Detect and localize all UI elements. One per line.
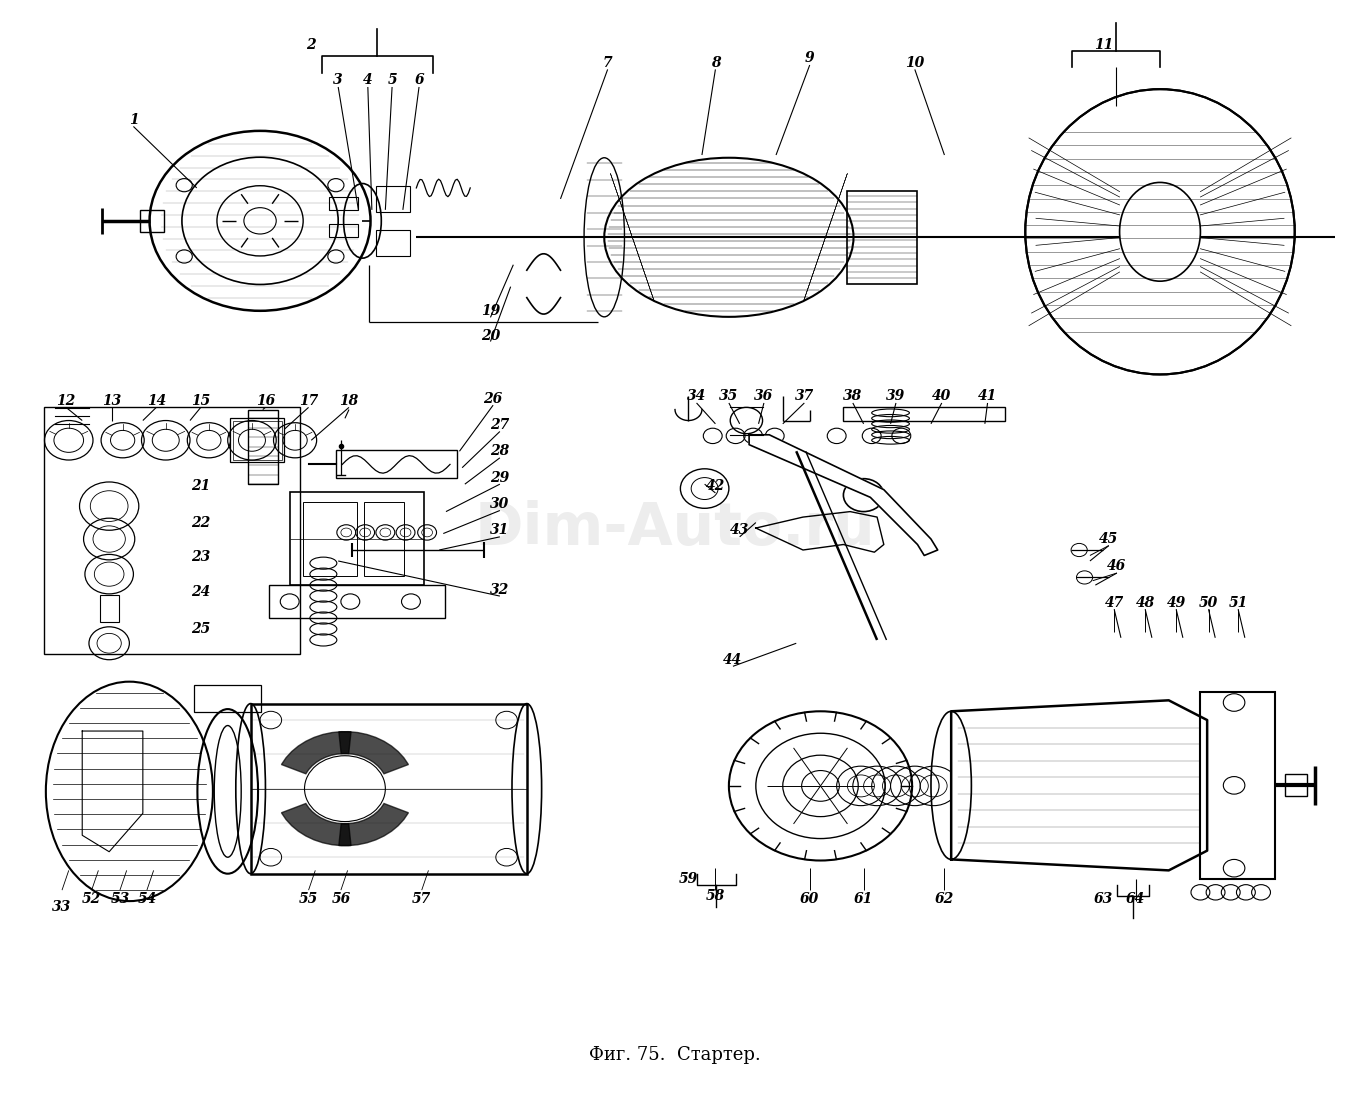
Text: 25: 25 (192, 621, 211, 636)
Bar (336, 450, 456, 477)
Bar (251, 704, 526, 873)
Text: 47: 47 (1104, 596, 1123, 609)
Polygon shape (749, 434, 938, 556)
Text: 64: 64 (1126, 892, 1145, 906)
Bar (363, 502, 404, 576)
Bar (270, 585, 444, 618)
Text: 60: 60 (801, 892, 819, 906)
Text: 45: 45 (1099, 532, 1118, 546)
Text: 33: 33 (53, 900, 72, 914)
Text: 21: 21 (192, 480, 211, 494)
Polygon shape (281, 803, 351, 846)
Bar (231, 418, 285, 462)
Bar (100, 595, 119, 623)
Text: 24: 24 (192, 585, 211, 598)
Text: 51: 51 (1228, 596, 1247, 609)
Text: 50: 50 (1199, 596, 1218, 609)
Polygon shape (952, 701, 1207, 870)
Text: 40: 40 (931, 389, 952, 404)
Bar (248, 409, 278, 484)
Text: 61: 61 (855, 892, 873, 906)
Bar (290, 492, 424, 585)
Bar (329, 197, 358, 210)
Text: 42: 42 (706, 480, 725, 494)
Text: 20: 20 (481, 329, 500, 343)
Polygon shape (339, 803, 409, 846)
Text: 63: 63 (1094, 892, 1112, 906)
Text: 17: 17 (298, 394, 319, 408)
Bar (375, 230, 409, 256)
Text: 14: 14 (147, 394, 166, 408)
Text: 31: 31 (490, 524, 509, 537)
Text: 10: 10 (906, 56, 925, 69)
Text: 26: 26 (483, 392, 502, 406)
Bar (140, 210, 165, 232)
Text: 4: 4 (363, 74, 373, 87)
Text: 8: 8 (710, 56, 721, 69)
Text: 55: 55 (298, 892, 319, 906)
Text: 34: 34 (687, 389, 706, 404)
Bar (844, 407, 1004, 420)
Text: 1: 1 (128, 113, 138, 127)
Text: 56: 56 (331, 892, 351, 906)
Text: 57: 57 (412, 892, 432, 906)
Text: 48: 48 (1135, 596, 1154, 609)
Text: 16: 16 (255, 394, 275, 408)
Text: 52: 52 (82, 892, 101, 906)
Text: 58: 58 (706, 889, 725, 903)
Polygon shape (756, 512, 884, 552)
Text: 12: 12 (57, 394, 76, 408)
Text: 9: 9 (805, 52, 814, 65)
Text: 29: 29 (490, 471, 509, 485)
Ellipse shape (605, 157, 853, 317)
Bar (194, 685, 262, 713)
Text: Dim-Auto.ru: Dim-Auto.ru (475, 499, 875, 557)
Text: 7: 7 (603, 56, 613, 69)
Text: 41: 41 (977, 389, 998, 404)
Text: 53: 53 (111, 892, 130, 906)
Text: 59: 59 (679, 872, 698, 887)
Text: 43: 43 (730, 524, 749, 537)
Text: 37: 37 (795, 389, 814, 404)
Text: 49: 49 (1166, 596, 1185, 609)
Text: 54: 54 (138, 892, 157, 906)
Text: 44: 44 (724, 652, 742, 667)
Bar (329, 224, 358, 238)
Text: 22: 22 (192, 516, 211, 529)
Text: 19: 19 (481, 304, 500, 318)
Text: 27: 27 (490, 418, 509, 432)
Bar (45, 407, 301, 654)
Text: 46: 46 (1107, 560, 1126, 573)
Text: 11: 11 (1094, 39, 1112, 53)
Text: 32: 32 (490, 583, 509, 596)
Text: 38: 38 (844, 389, 863, 404)
Text: 15: 15 (192, 394, 211, 408)
Text: Фиг. 75.  Стартер.: Фиг. 75. Стартер. (589, 1046, 761, 1064)
Text: 13: 13 (103, 394, 122, 408)
Text: 35: 35 (720, 389, 738, 404)
Bar (1200, 692, 1274, 879)
Ellipse shape (1119, 183, 1200, 282)
Text: 5: 5 (387, 74, 397, 87)
Bar (1285, 774, 1307, 796)
Bar (304, 502, 356, 576)
Text: 39: 39 (887, 389, 906, 404)
Text: 62: 62 (934, 892, 954, 906)
Text: 18: 18 (339, 394, 359, 408)
Polygon shape (281, 732, 351, 773)
Bar (375, 186, 409, 212)
Text: 36: 36 (755, 389, 774, 404)
Text: 23: 23 (192, 550, 211, 563)
Polygon shape (339, 732, 409, 773)
Text: 6: 6 (414, 74, 424, 87)
Text: 28: 28 (490, 444, 509, 459)
Bar (846, 190, 917, 284)
Text: 3: 3 (333, 74, 343, 87)
Text: 30: 30 (490, 497, 509, 510)
Text: 2: 2 (306, 39, 316, 53)
Bar (234, 420, 282, 460)
